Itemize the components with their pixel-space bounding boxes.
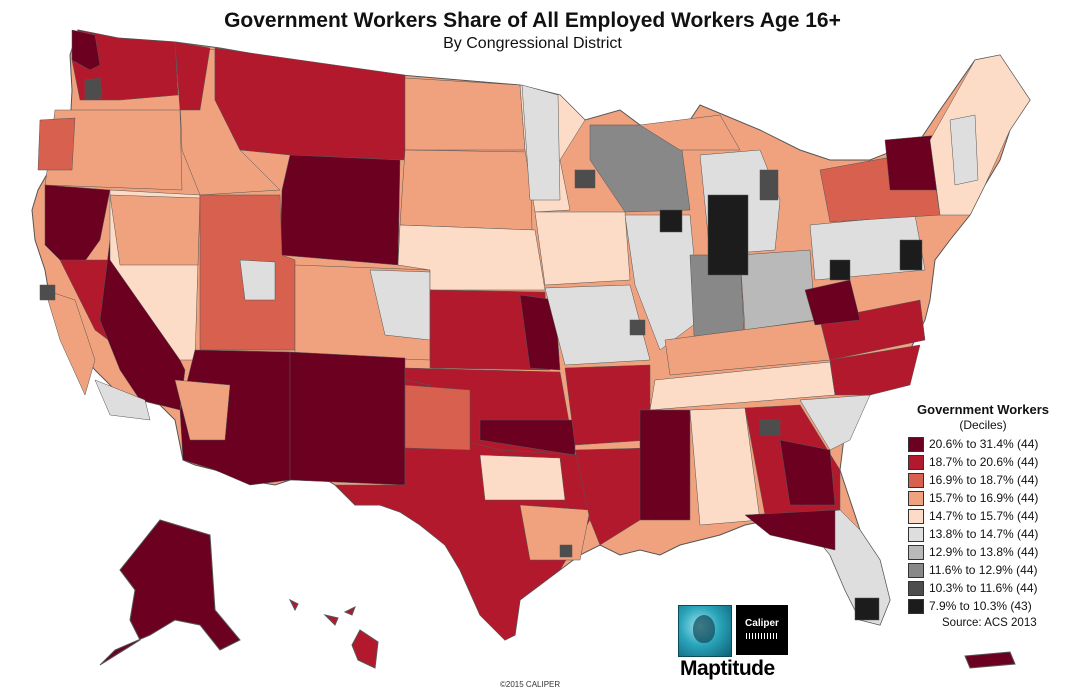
legend-label: 20.6% to 31.4% (44) [929, 437, 1039, 451]
legend-item: 14.7% to 15.7% (44) [908, 507, 1058, 525]
territory-puerto-rico [964, 651, 1016, 669]
district-pittsburgh [829, 259, 851, 281]
legend-label: 11.6% to 12.9% (44) [929, 563, 1038, 577]
district-region-fl-panhandle [744, 509, 836, 551]
district-region-nm [289, 351, 406, 486]
district-miami [854, 597, 880, 621]
district-region-tx [334, 379, 591, 641]
district-region-wy [279, 154, 401, 266]
legend-label: 12.9% to 13.8% (44) [929, 545, 1039, 559]
legend-label: 13.8% to 14.7% (44) [929, 527, 1039, 541]
district-region-ks-east [519, 294, 561, 371]
legend-item: 11.6% to 12.9% (44) [908, 561, 1058, 579]
maptitude-logo-icon [678, 605, 732, 657]
district-region-tx-houston [519, 504, 591, 561]
district-houston [559, 544, 573, 558]
legend-label: 14.7% to 15.7% (44) [929, 509, 1039, 523]
legend-rows: 20.6% to 31.4% (44) 18.7% to 20.6% (44) 16… [908, 435, 1058, 615]
district-detroit [759, 169, 779, 201]
district-region-tx-panhandle [404, 384, 471, 451]
district-region-mt [214, 47, 406, 161]
district-region-new-england [929, 54, 1031, 216]
legend-swatch [908, 508, 924, 524]
state-hawaii [288, 598, 379, 669]
district-sf [39, 284, 56, 301]
district-philadelphia [899, 239, 923, 271]
district-region-ut-slc [239, 259, 276, 301]
urban-low-share-districts [39, 169, 923, 621]
legend-subtitle: (Deciles) [959, 418, 1007, 432]
district-region-mi-up [639, 114, 741, 151]
district-region-sc [799, 394, 871, 451]
district-region-nv-north [109, 194, 201, 266]
district-minneapolis [574, 169, 596, 189]
legend-item: 10.3% to 11.6% (44) [908, 579, 1058, 597]
district-region-ga-south [779, 439, 836, 506]
maptitude-logo-text: Maptitude [680, 657, 775, 680]
legend-item: 20.6% to 31.4% (44) [908, 435, 1058, 453]
district-region-wv [804, 279, 861, 326]
legend-swatch [908, 544, 924, 560]
legend-swatch [908, 598, 924, 614]
district-stlouis [629, 319, 646, 336]
source-note: Source: ACS 2013 [942, 617, 1037, 629]
district-region-wa-west [71, 29, 101, 71]
legend-item: 15.7% to 16.9% (44) [908, 489, 1058, 507]
district-chicago [707, 194, 749, 276]
legend-swatch [908, 526, 924, 542]
legend-label: 18.7% to 20.6% (44) [929, 455, 1039, 469]
legend-item: 7.9% to 10.3% (43) [908, 597, 1058, 615]
map-subtitle: By Congressional District [443, 35, 622, 52]
legend-title: Government Workers [917, 402, 1049, 417]
legend-item: 16.9% to 18.7% (44) [908, 471, 1058, 489]
copyright: ©2015 CALIPER [500, 680, 561, 689]
district-region-oh [739, 249, 816, 331]
district-region-ar [564, 364, 651, 446]
caliper-logo-text: Caliper [745, 618, 779, 629]
legend-swatch [908, 562, 924, 578]
district-region-nc [829, 344, 921, 396]
legend-label: 7.9% to 10.3% (43) [929, 599, 1032, 613]
district-region-az-tucson [174, 379, 231, 441]
legend-label: 10.3% to 11.6% (44) [929, 581, 1038, 595]
legend-swatch [908, 454, 924, 470]
district-region-tx-dfw [479, 454, 566, 501]
district-milwaukee [659, 209, 683, 233]
state-alaska [99, 519, 241, 666]
legend-swatch [908, 472, 924, 488]
legend-label: 16.9% to 18.7% (44) [929, 473, 1039, 487]
caliper-logo: Caliper [736, 605, 788, 655]
district-region-ca-coast [44, 289, 96, 396]
legend-swatch [908, 580, 924, 596]
district-region-nd [404, 77, 526, 151]
legend-item: 18.7% to 20.6% (44) [908, 453, 1058, 471]
district-region-id-north [174, 41, 211, 111]
legend-item: 12.9% to 13.8% (44) [908, 543, 1058, 561]
legend-swatch [908, 436, 924, 452]
legend-item: 13.8% to 14.7% (44) [908, 525, 1058, 543]
district-region-ks [429, 289, 551, 371]
logos: Caliper Maptitude [678, 605, 788, 680]
district-region-ms [639, 409, 691, 521]
district-region-sd [399, 149, 533, 231]
district-region-ca-north [44, 184, 111, 276]
map-title: Government Workers Share of All Employed… [224, 9, 841, 32]
district-region-la-state [574, 447, 651, 546]
district-region-mn-west [521, 84, 561, 201]
legend-label: 15.7% to 16.9% (44) [929, 491, 1039, 505]
district-region-or-sw [37, 117, 76, 171]
district-region-la [94, 379, 151, 421]
district-atlanta [759, 419, 781, 436]
legend: Government Workers (Deciles) 20.6% to 31… [908, 402, 1058, 629]
district-region-ia [534, 211, 631, 286]
district-region-mo [544, 284, 651, 366]
district-region-nh-vt [949, 114, 979, 186]
legend-swatch [908, 490, 924, 506]
district-region-seattle [84, 77, 103, 101]
